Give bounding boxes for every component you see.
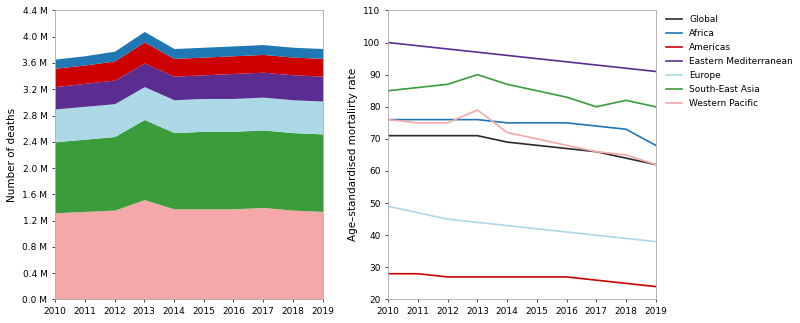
Western Pacific: [383, 118, 393, 121]
Global: [591, 150, 601, 154]
Western Pacific: [502, 130, 512, 134]
Africa: [383, 118, 393, 121]
Eastern Mediterranean: [591, 63, 601, 67]
Global: [562, 147, 571, 151]
Americas: [651, 285, 661, 288]
Western Pacific: [562, 143, 571, 147]
Europe: [591, 233, 601, 237]
Africa: [473, 118, 482, 121]
Americas: [443, 275, 453, 279]
South-East Asia: [591, 105, 601, 109]
Eastern Mediterranean: [562, 60, 571, 64]
Americas: [591, 278, 601, 282]
Western Pacific: [591, 150, 601, 154]
Americas: [473, 275, 482, 279]
Line: Global: Global: [388, 136, 656, 164]
Africa: [562, 121, 571, 125]
Global: [502, 140, 512, 144]
Y-axis label: Age–standardised mortalirty rate: Age–standardised mortalirty rate: [348, 68, 358, 242]
Europe: [621, 236, 630, 240]
Africa: [414, 118, 423, 121]
Europe: [383, 204, 393, 208]
Eastern Mediterranean: [414, 44, 423, 48]
South-East Asia: [532, 89, 542, 93]
Europe: [502, 224, 512, 227]
Eastern Mediterranean: [532, 57, 542, 60]
Europe: [651, 240, 661, 244]
Africa: [591, 124, 601, 128]
Line: Western Pacific: Western Pacific: [388, 110, 656, 164]
Europe: [473, 220, 482, 224]
Global: [532, 143, 542, 147]
Global: [414, 134, 423, 138]
Americas: [562, 275, 571, 279]
South-East Asia: [473, 73, 482, 77]
South-East Asia: [383, 89, 393, 93]
Western Pacific: [414, 121, 423, 125]
Africa: [532, 121, 542, 125]
Global: [473, 134, 482, 138]
South-East Asia: [502, 82, 512, 86]
Western Pacific: [621, 153, 630, 157]
Americas: [502, 275, 512, 279]
Africa: [502, 121, 512, 125]
Global: [383, 134, 393, 138]
Eastern Mediterranean: [502, 54, 512, 57]
Eastern Mediterranean: [621, 66, 630, 70]
Y-axis label: Number of deaths: Number of deaths: [7, 108, 17, 202]
Western Pacific: [473, 108, 482, 112]
Line: Europe: Europe: [388, 206, 656, 242]
Global: [443, 134, 453, 138]
Americas: [621, 281, 630, 285]
Western Pacific: [443, 121, 453, 125]
Line: Africa: Africa: [388, 120, 656, 145]
Eastern Mediterranean: [383, 41, 393, 45]
Africa: [651, 143, 661, 147]
Legend: Global, Africa, Americas, Eastern Mediterranean, Europe, South-East Asia, Wester: Global, Africa, Americas, Eastern Medite…: [666, 15, 793, 108]
Line: Eastern Mediterranean: Eastern Mediterranean: [388, 43, 656, 71]
Americas: [383, 272, 393, 276]
Global: [621, 156, 630, 160]
Europe: [562, 230, 571, 234]
Eastern Mediterranean: [651, 69, 661, 73]
South-East Asia: [414, 86, 423, 89]
Africa: [621, 127, 630, 131]
Europe: [443, 217, 453, 221]
South-East Asia: [443, 82, 453, 86]
Global: [651, 162, 661, 166]
Line: South-East Asia: South-East Asia: [388, 75, 656, 107]
Europe: [414, 211, 423, 215]
Eastern Mediterranean: [443, 47, 453, 51]
South-East Asia: [651, 105, 661, 109]
Line: Americas: Americas: [388, 274, 656, 287]
Americas: [532, 275, 542, 279]
Western Pacific: [532, 137, 542, 141]
South-East Asia: [621, 99, 630, 102]
South-East Asia: [562, 95, 571, 99]
Americas: [414, 272, 423, 276]
Africa: [443, 118, 453, 121]
Eastern Mediterranean: [473, 50, 482, 54]
Western Pacific: [651, 162, 661, 166]
Europe: [532, 227, 542, 231]
